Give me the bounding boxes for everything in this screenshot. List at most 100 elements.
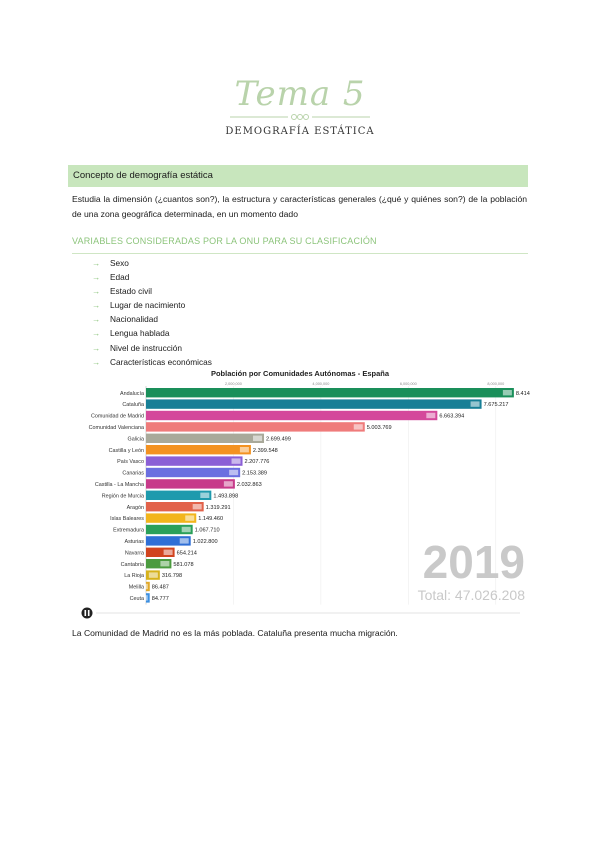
value-label: 1.149.460 xyxy=(198,516,223,522)
bar xyxy=(146,490,212,500)
list-item: → Sexo xyxy=(92,256,212,270)
bar xyxy=(146,536,191,546)
arrow-icon: → xyxy=(92,342,101,353)
value-label: 654.214 xyxy=(177,550,197,556)
category-label: Comunidad Valenciana xyxy=(89,425,144,431)
flag-icon xyxy=(239,447,249,453)
chart-title: Población por Comunidades Autónomas - Es… xyxy=(211,369,390,378)
value-label: 5.003.769 xyxy=(367,425,392,431)
category-label: País Vasco xyxy=(117,459,144,465)
year-label: 2019 xyxy=(423,536,525,588)
category-label: Asturias xyxy=(125,539,145,545)
category-label: Cataluña xyxy=(122,402,144,408)
bar xyxy=(146,433,265,443)
flag-icon xyxy=(353,424,363,430)
variables-heading: VARIABLES CONSIDERADAS POR LA ONU PARA S… xyxy=(72,236,377,246)
list-item: → Lengua hablada xyxy=(92,326,212,340)
bar xyxy=(146,502,204,512)
value-label: 316.798 xyxy=(162,573,182,579)
category-label: Castilla - La Mancha xyxy=(95,482,144,488)
category-label: Islas Baleares xyxy=(110,516,144,522)
category-label: Comunidad de Madrid xyxy=(91,414,144,420)
category-label: Castilla y León xyxy=(109,448,144,454)
bar xyxy=(146,388,514,398)
definition-paragraph: Estudia la dimensión (¿cuantos son?), la… xyxy=(72,194,527,219)
bar xyxy=(146,445,251,455)
flag-icon xyxy=(181,526,191,533)
list-item: → Nacionalidad xyxy=(92,312,212,326)
arrow-icon: → xyxy=(92,314,101,325)
value-label: 86.487 xyxy=(152,585,169,591)
arrow-icon: → xyxy=(92,300,101,311)
bar xyxy=(146,399,482,409)
flag-icon xyxy=(163,549,173,555)
category-label: Andalucía xyxy=(120,391,144,397)
value-label: 581.078 xyxy=(173,562,193,568)
category-label: Navarra xyxy=(125,550,144,556)
list-item: → Lugar de nacimiento xyxy=(92,298,212,312)
bar xyxy=(146,410,438,421)
arrow-icon: → xyxy=(92,356,101,367)
flag-icon xyxy=(179,538,189,544)
list-item: → Características económicas xyxy=(92,355,212,369)
flag-icon xyxy=(426,412,436,419)
category-label: Región de Murcia xyxy=(102,493,144,499)
x-tick-label: 6,000,000 xyxy=(400,382,417,386)
arrow-icon: → xyxy=(92,258,101,268)
arrow-icon: → xyxy=(92,272,101,283)
flag-icon xyxy=(470,401,480,407)
value-label: 2.207.776 xyxy=(245,459,270,465)
value-label: 2.153.389 xyxy=(242,471,267,477)
category-label: La Rioja xyxy=(124,573,144,579)
flag-icon xyxy=(138,595,148,601)
flag-icon xyxy=(192,504,202,510)
value-label: 2.699.499 xyxy=(266,436,291,442)
value-label: 8.414.240 xyxy=(516,391,530,397)
chart-caption: La Comunidad de Madrid no es la más pobl… xyxy=(72,628,398,638)
value-label: 1.022.800 xyxy=(193,539,218,545)
x-tick-label: 2,000,000 xyxy=(225,382,242,386)
x-tick-label: 4,000,000 xyxy=(312,382,329,386)
flag-icon xyxy=(502,390,512,396)
flag-icon xyxy=(138,583,148,590)
section-heading-bar: Concepto de demografía estática xyxy=(68,165,528,187)
flag-icon xyxy=(185,515,195,521)
page-title: Tema 5 xyxy=(234,74,366,114)
flag-icon xyxy=(148,572,158,578)
value-label: 1.319.291 xyxy=(206,505,231,511)
category-label: Aragón xyxy=(127,505,144,511)
flag-icon xyxy=(160,561,170,567)
list-item: → Estado civil xyxy=(92,284,212,298)
pause-button[interactable] xyxy=(81,607,93,619)
bar xyxy=(146,524,193,535)
flag-icon xyxy=(200,492,210,498)
bar xyxy=(146,422,365,432)
value-label: 1.493.898 xyxy=(213,493,238,499)
bar xyxy=(146,467,241,478)
value-label: 2.032.863 xyxy=(237,482,262,488)
value-label: 84.777 xyxy=(152,596,169,602)
category-label: Melilla xyxy=(129,585,144,591)
arrow-icon: → xyxy=(92,328,101,339)
bar xyxy=(146,559,172,569)
flag-icon xyxy=(253,435,263,441)
category-label: Ceuta xyxy=(130,596,144,602)
bar xyxy=(146,593,150,603)
value-label: 2.399.548 xyxy=(253,448,278,454)
list-item: → Edad xyxy=(92,270,212,284)
flag-icon xyxy=(229,469,239,476)
bar xyxy=(146,581,150,592)
section-heading: Concepto de demografía estática xyxy=(73,170,213,181)
title-ornament xyxy=(230,114,370,120)
flag-icon xyxy=(223,481,233,487)
category-label: Galicia xyxy=(128,436,144,442)
bar xyxy=(146,547,175,557)
x-tick-label: 8,000,000 xyxy=(487,382,504,386)
category-label: Canarias xyxy=(122,471,144,477)
value-label: 7.675.217 xyxy=(484,402,509,408)
flag-icon xyxy=(231,458,241,464)
list-item: → Nivel de instrucción xyxy=(92,341,212,355)
value-label: 6.663.394 xyxy=(439,414,464,420)
bar xyxy=(146,513,197,523)
variables-list: → Sexo → Edad → Estado civil → Lugar de naci… xyxy=(92,256,212,369)
